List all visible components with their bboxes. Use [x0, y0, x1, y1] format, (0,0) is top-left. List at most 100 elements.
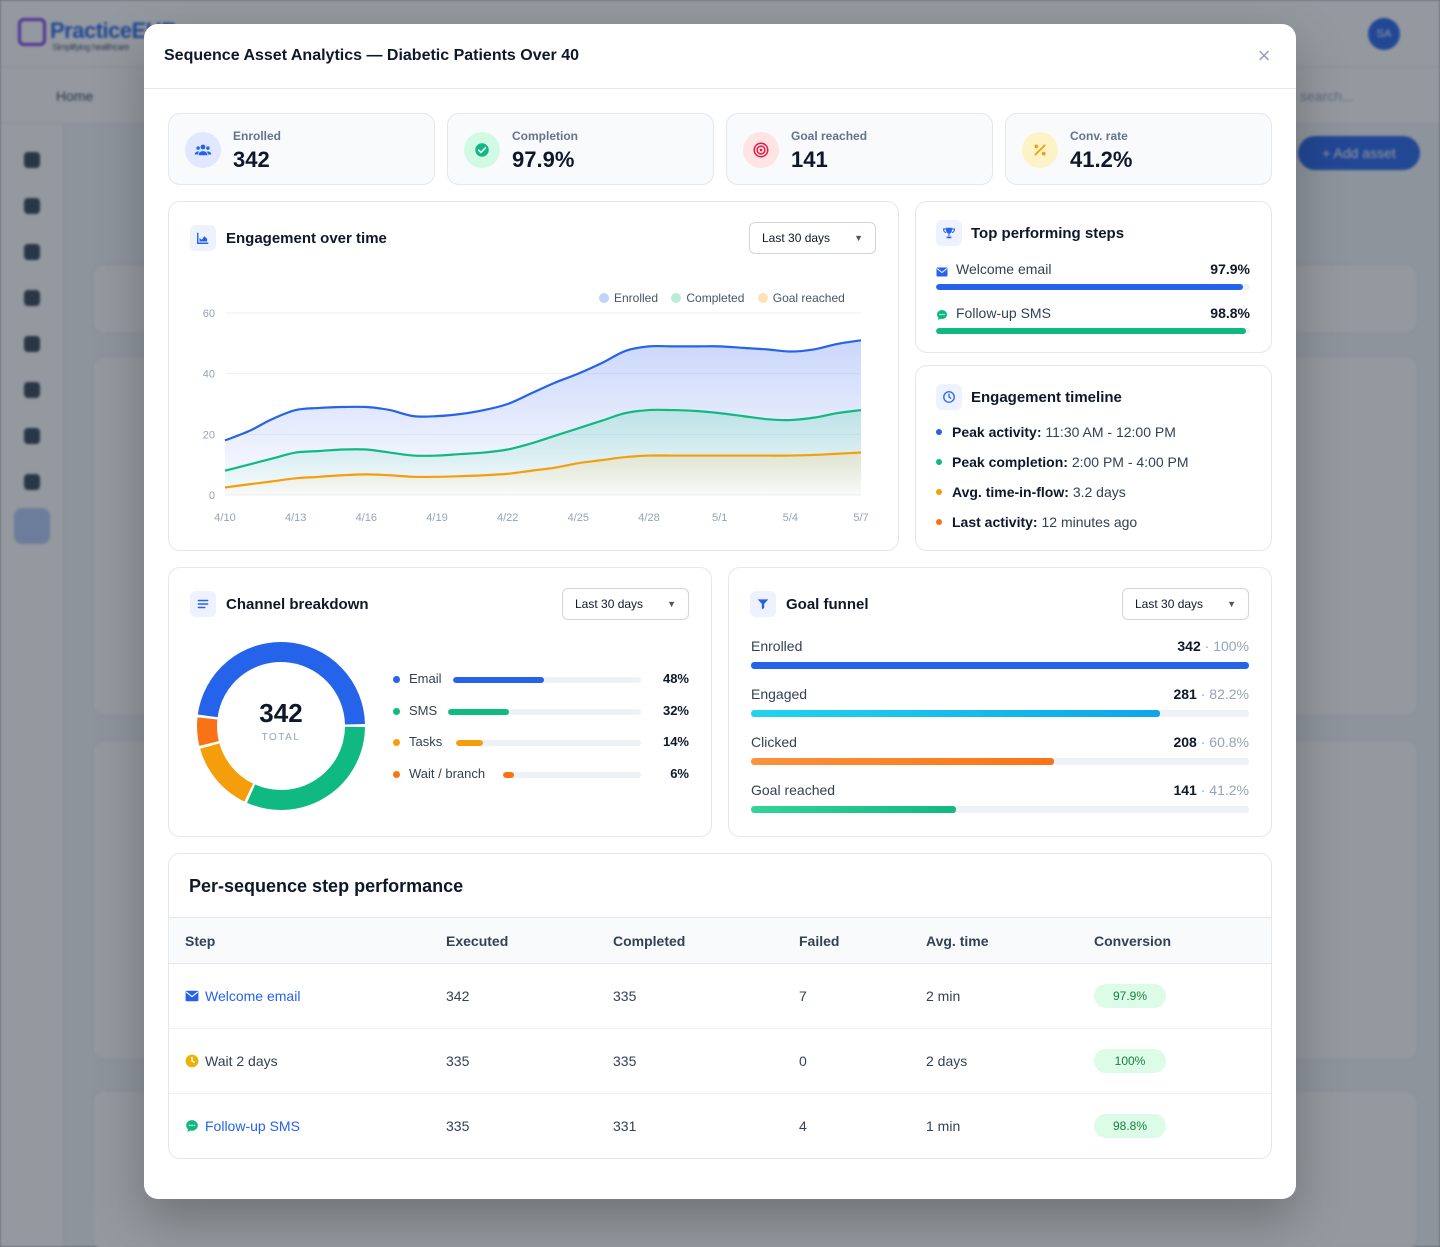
- stage-value: 281 · 82.2%: [1173, 686, 1249, 702]
- step-link[interactable]: Follow-up SMS: [205, 1118, 300, 1135]
- y-tick-label: 40: [203, 369, 215, 381]
- funnel-card: Goal funnel Last 30 days ▼ Enrolled 342 · …: [728, 567, 1272, 837]
- stage-bar: [751, 710, 1249, 717]
- cell-step: Wait 2 days: [169, 1028, 446, 1094]
- table-row: Follow-up SMS 335 331 4 1 min 98.8%: [169, 1094, 1271, 1159]
- channel-pct: 48%: [662, 671, 689, 686]
- progress-fill: [936, 284, 1244, 290]
- search-input[interactable]: search...: [1300, 88, 1354, 104]
- dollar-icon[interactable]: [24, 198, 40, 214]
- series-line-completed[interactable]: [224, 408, 862, 472]
- stage-bar-fill: [751, 758, 1054, 765]
- stage-count: 281: [1173, 686, 1197, 702]
- donut-slice-sms[interactable]: [247, 726, 365, 810]
- table-row: Wait 2 days 335 335 0 2 days 100%: [169, 1028, 1271, 1094]
- stage-pct: 100%: [1213, 638, 1249, 654]
- cell-step[interactable]: Welcome email: [169, 963, 446, 1029]
- cell-executed: 342: [446, 963, 613, 1029]
- kpi-value: 141: [791, 147, 828, 172]
- list-icon: [190, 591, 216, 617]
- col-step[interactable]: Step: [169, 917, 446, 964]
- area-chart-icon: [190, 225, 216, 251]
- y-tick-label: 60: [203, 308, 215, 320]
- check-circle-icon: [464, 132, 500, 168]
- stage-bar-fill: [751, 710, 1161, 717]
- table-row: Welcome email 342 335 7 2 min 97.9%: [169, 963, 1271, 1029]
- stage-value: 342 · 100%: [1177, 638, 1249, 654]
- donut-slice-wait-branch[interactable]: [197, 717, 219, 746]
- app-sidebar: [0, 124, 64, 1247]
- stage-count: 141: [1173, 782, 1197, 798]
- channel-dot: [393, 676, 400, 683]
- top-steps-title: Top performing steps: [971, 225, 1125, 242]
- cell-failed: 0: [799, 1028, 926, 1094]
- kpi-value: 342: [233, 147, 270, 172]
- target-icon: [743, 132, 779, 168]
- inbox-icon[interactable]: [24, 244, 40, 260]
- range-label: Last 30 days: [1135, 597, 1204, 611]
- kpi-label: Conv. rate: [1070, 129, 1128, 143]
- stage-value: 208 · 60.8%: [1173, 734, 1249, 750]
- channel-card: Channel breakdown Last 30 days ▼ 342 TOTA…: [168, 567, 712, 837]
- menu-icon[interactable]: [24, 474, 40, 490]
- avatar[interactable]: SA: [1368, 18, 1400, 50]
- donut-slice-tasks[interactable]: [200, 742, 254, 802]
- cell-step[interactable]: Follow-up SMS: [169, 1094, 446, 1159]
- kpi-goal-reached: Goal reached 141: [726, 113, 993, 185]
- kpi-value: 97.9%: [512, 147, 575, 172]
- series-line-goal-reached[interactable]: [224, 451, 862, 489]
- funnel-range-select[interactable]: Last 30 days ▼: [1122, 588, 1249, 620]
- channel-range-select[interactable]: Last 30 days ▼: [562, 588, 689, 620]
- add-asset-button[interactable]: + Add asset: [1298, 136, 1420, 170]
- nav-home[interactable]: Home: [56, 88, 94, 104]
- timeline-item: Avg. time-in-flow: 3.2 days: [936, 484, 1126, 500]
- col-completed[interactable]: Completed: [613, 917, 799, 964]
- close-icon[interactable]: ×: [1257, 43, 1271, 68]
- chart-icon[interactable]: [24, 152, 40, 168]
- filter-icon: [750, 591, 776, 617]
- cell-executed: 335: [446, 1118, 470, 1135]
- users-icon: [185, 132, 221, 168]
- cell-avg-time: 1 min: [926, 1118, 961, 1135]
- channel-pct: 6%: [670, 766, 689, 781]
- x-tick-label: 4/13: [285, 512, 306, 524]
- bolt-icon[interactable]: [24, 428, 40, 444]
- y-tick-label: 0: [209, 490, 215, 502]
- stage-pct: 41.2%: [1209, 782, 1249, 798]
- step-link[interactable]: Welcome email: [205, 988, 301, 1004]
- channel-bar: [503, 772, 641, 778]
- stage-bar: [751, 662, 1249, 669]
- cell-executed: 335: [446, 1028, 613, 1094]
- col-executed[interactable]: Executed: [446, 917, 613, 964]
- list-icon[interactable]: [24, 382, 40, 398]
- modal-title: Sequence Asset Analytics — Diabetic Pati…: [164, 47, 579, 64]
- stage-count: 342: [1177, 638, 1201, 654]
- y-tick-label: 20: [203, 429, 215, 441]
- analytics-modal: Sequence Asset Analytics — Diabetic Pati…: [144, 24, 1296, 1199]
- channel-row: Email 48%: [393, 671, 689, 689]
- legend-item: Goal reached: [757, 291, 845, 305]
- channel-pct: 14%: [662, 734, 689, 749]
- top-steps-card: Top performing steps Welcome email 97.9%…: [915, 201, 1272, 353]
- database-icon[interactable]: [24, 290, 40, 306]
- channel-row: SMS 32%: [393, 703, 689, 721]
- col-failed[interactable]: Failed: [799, 917, 926, 964]
- megaphone-icon[interactable]: [14, 508, 50, 544]
- donut-slice-email[interactable]: [197, 642, 365, 725]
- channel-dot: [393, 771, 400, 778]
- conversion-badge: 97.9%: [1094, 984, 1166, 1008]
- stage-count: 208: [1173, 734, 1197, 750]
- col-conversion[interactable]: Conversion: [1094, 917, 1271, 964]
- col-avg-time[interactable]: Avg. time: [926, 917, 1094, 964]
- series-line-enrolled[interactable]: [224, 339, 862, 442]
- progress-bar: [936, 284, 1250, 290]
- step-name: Follow-up SMS: [956, 305, 1051, 321]
- engagement-range-select[interactable]: Last 30 days ▼: [749, 222, 876, 254]
- channel-name: Wait / branch: [409, 766, 486, 781]
- channel-row: Tasks 14%: [393, 734, 689, 752]
- stage-bar-fill: [751, 662, 1249, 669]
- chart-legend: Enrolled Completed Goal reached: [599, 291, 845, 305]
- x-tick-label: 4/25: [568, 512, 589, 524]
- cell-failed: 4: [799, 1118, 807, 1135]
- check-icon[interactable]: [24, 336, 40, 352]
